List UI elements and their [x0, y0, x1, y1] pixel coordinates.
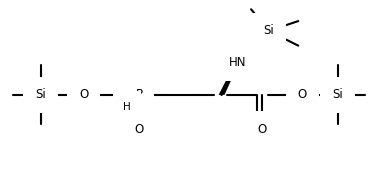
Text: O: O: [134, 123, 144, 136]
Text: Si: Si: [35, 88, 46, 101]
Text: P: P: [135, 88, 142, 101]
Text: O: O: [257, 123, 266, 136]
Text: HN: HN: [229, 56, 246, 69]
Text: O: O: [298, 88, 307, 101]
Text: H: H: [123, 102, 131, 112]
Polygon shape: [219, 62, 239, 95]
Text: Si: Si: [263, 24, 274, 37]
Text: O: O: [79, 88, 88, 101]
Text: Si: Si: [332, 88, 343, 101]
